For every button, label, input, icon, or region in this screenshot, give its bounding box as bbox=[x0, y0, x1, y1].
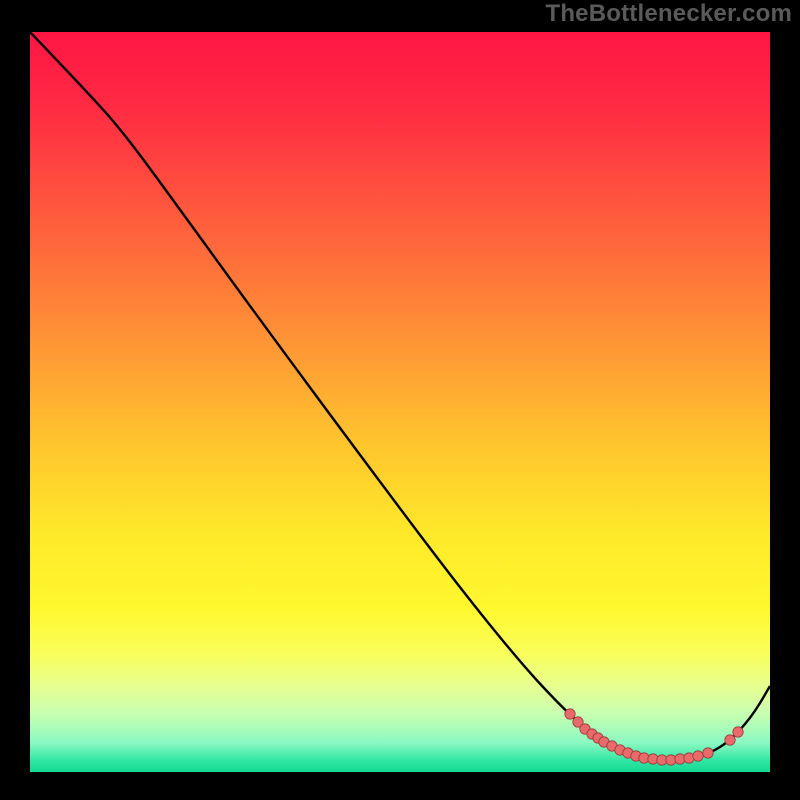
data-marker bbox=[725, 735, 735, 745]
data-marker bbox=[733, 727, 743, 737]
data-marker bbox=[684, 753, 694, 763]
watermark-text: TheBottlenecker.com bbox=[545, 0, 792, 28]
chart-container: TheBottlenecker.com bbox=[0, 0, 800, 800]
data-marker bbox=[693, 751, 703, 761]
data-marker bbox=[703, 748, 713, 758]
bottleneck-curve-chart bbox=[0, 0, 800, 800]
data-marker bbox=[565, 709, 575, 719]
plot-background bbox=[30, 32, 770, 772]
